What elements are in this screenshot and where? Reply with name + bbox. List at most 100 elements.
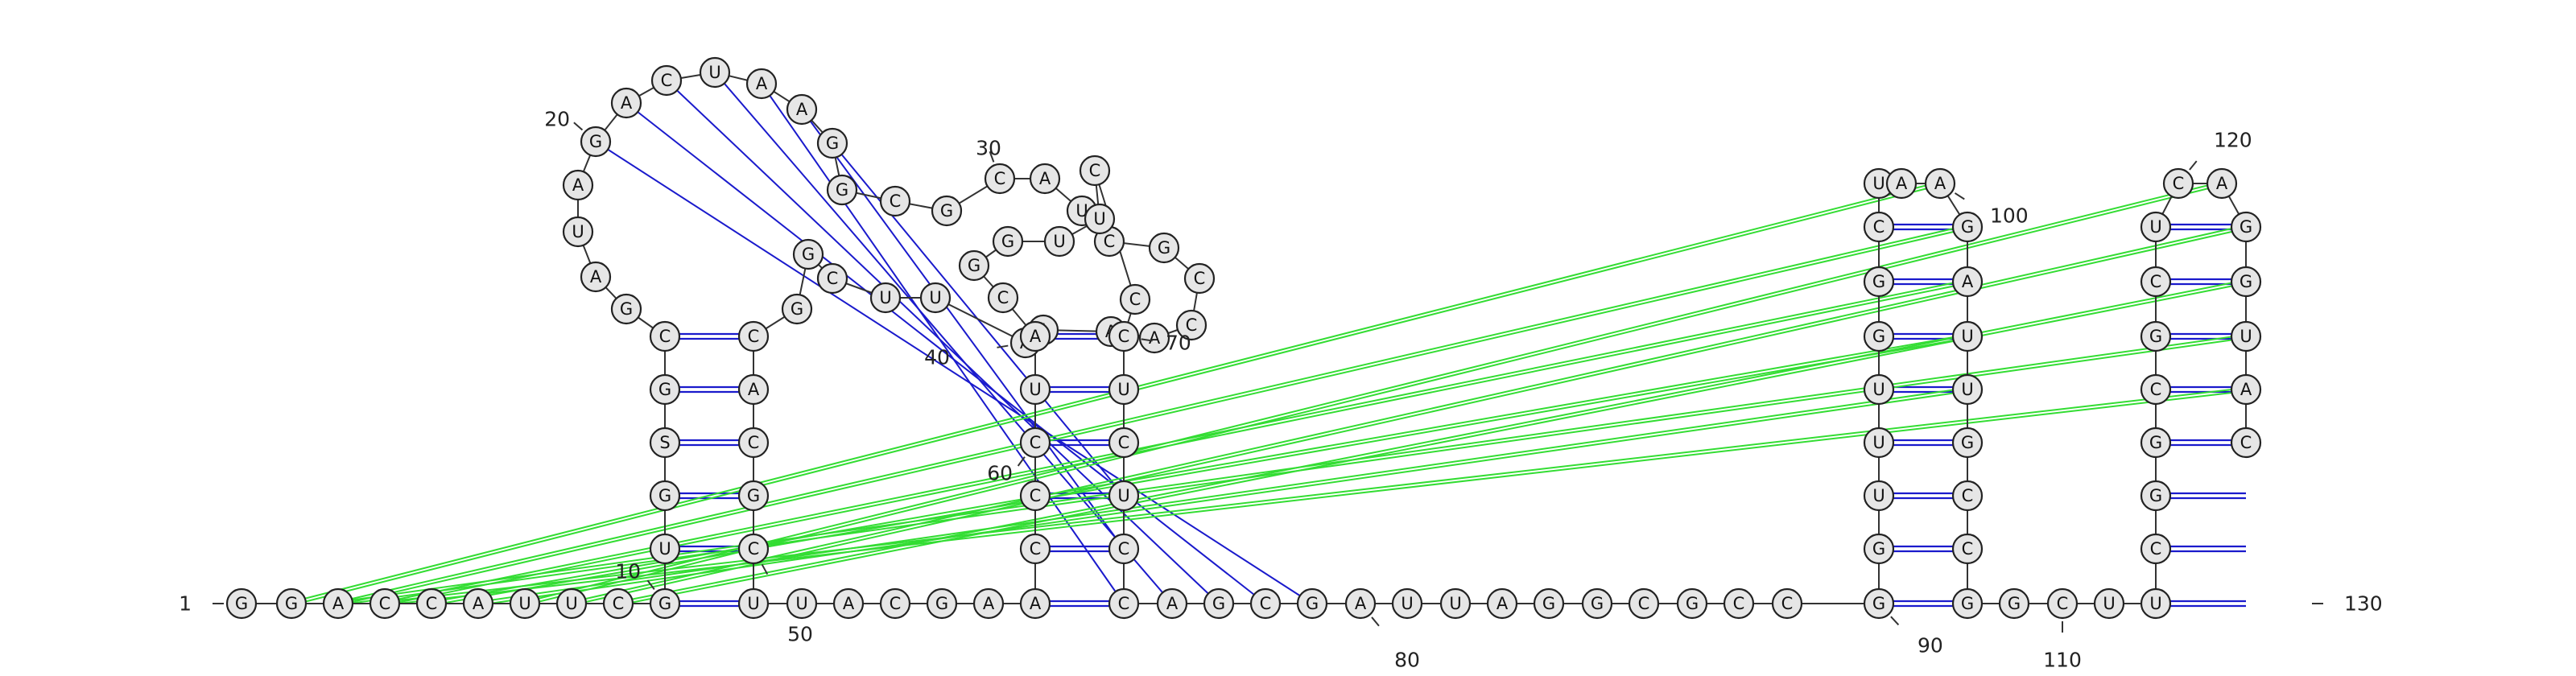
nucleotide-letter: A [590, 267, 602, 286]
nucleotide: C [737, 427, 770, 459]
nucleotide: C [1183, 262, 1216, 295]
nucleotide: U [1951, 320, 1984, 352]
nucleotide-circle [972, 587, 1005, 620]
nucleotide-letter: A [1166, 594, 1179, 613]
nucleotide-circle [1863, 427, 1895, 459]
nucleotide-letter: G [658, 380, 671, 399]
nucleotide-letter: C [379, 594, 391, 613]
nucleotide: A [1156, 587, 1188, 620]
nucleotide-circle [1533, 587, 1565, 620]
nucleotide-circle [2140, 480, 2172, 512]
nucleotide: A [972, 587, 1005, 620]
nucleotide-letter: A [1962, 272, 1974, 291]
nucleotide-letter: A [473, 594, 485, 613]
nucleotide: C [879, 185, 911, 217]
numbering-tick [646, 579, 655, 591]
nucleotide-circle [816, 262, 848, 295]
nucleotide-circle [1951, 320, 1984, 352]
nucleotide-letter: A [621, 93, 633, 113]
nucleotide-letter: C [2150, 380, 2162, 399]
nucleotide-letter: A [2240, 380, 2252, 399]
nucleotide-letter: G [802, 245, 815, 264]
nucleotide: G [1203, 587, 1235, 620]
nucleotide-circle [462, 587, 494, 620]
nucleotide: A [1344, 587, 1377, 620]
nucleotide-letter: U [1093, 209, 1105, 229]
nucleotide: G [992, 225, 1024, 258]
nucleotide-circle [1175, 309, 1208, 341]
nucleotide-circle [2230, 211, 2262, 243]
nucleotide-letter: A [1030, 594, 1042, 613]
nucleotide-circle [2140, 587, 2172, 620]
nucleotide-letter: G [2008, 594, 2021, 613]
pseudoknot-line [384, 390, 2247, 606]
nucleotide: A [2230, 373, 2262, 406]
tertiary-interaction-line [714, 72, 1173, 604]
numbering-text: 80 [1394, 649, 1420, 672]
nucleotide-letter: G [836, 180, 848, 200]
nucleotide-letter: C [1089, 161, 1101, 180]
nucleotide: G [737, 480, 770, 512]
nucleotide: C [987, 282, 1019, 314]
nucleotide-letter: U [708, 63, 720, 82]
nucleotide-circle [1148, 232, 1180, 264]
nucleotide-letter: U [572, 222, 584, 241]
nucleotide: U [1019, 373, 1051, 406]
nucleotide-letter: A [843, 594, 855, 613]
nucleotide: C [1079, 155, 1111, 187]
nucleotide-circle [786, 93, 818, 126]
numbering-label: 10 [615, 560, 655, 591]
nucleotide-letter: A [1030, 327, 1042, 346]
nucleotide-circle [816, 127, 848, 159]
nucleotide-circle [580, 126, 612, 158]
nucleotide: C [1249, 587, 1282, 620]
nucleotide-letter: C [748, 327, 760, 346]
nucleotide-circle [610, 87, 642, 119]
nucleotide-letter: G [1872, 594, 1885, 613]
nucleotide: C [1771, 587, 1803, 620]
nucleotide-letter: G [1001, 232, 1014, 251]
nucleotide-circle [649, 373, 681, 406]
nucleotide: G [1581, 587, 1613, 620]
nucleotide-circle [1723, 587, 1755, 620]
nucleotide-circle [2140, 427, 2172, 459]
nucleotide: G [649, 373, 681, 406]
pseudoknot-line [524, 184, 2223, 606]
nucleotide: A [1924, 167, 1956, 200]
nucleotide-letter: C [659, 327, 671, 346]
nucleotide: U [786, 587, 818, 620]
nucleotide-circle [1043, 225, 1075, 258]
numbering-label: 120 [2189, 129, 2252, 171]
numbering-text: 100 [1990, 204, 2029, 228]
nucleotide: U [1951, 373, 1984, 406]
numbering-tick [997, 344, 1009, 348]
nucleotide: U [699, 56, 731, 89]
nucleotide-circle [1439, 587, 1472, 620]
numbering-label: 20 [544, 108, 584, 131]
nucleotide-letter: A [1896, 174, 1908, 193]
nucleotide-circle [1924, 167, 1956, 200]
nucleotide-circle [1581, 587, 1613, 620]
nucleotide: A [1029, 163, 1061, 195]
numbering-label: 1 [179, 592, 224, 616]
nucleotide-letter: C [748, 433, 760, 452]
nucleotide-letter: G [235, 594, 248, 613]
nucleotide: G [2140, 427, 2172, 459]
nucleotide-circle [1951, 427, 1984, 459]
nucleotide-letter: C [1104, 232, 1116, 251]
numbering-label: 100 [1954, 192, 2029, 228]
nucleotide: C [816, 262, 848, 295]
nucleotide: A [1885, 167, 1918, 200]
nucleotide: U [1863, 480, 1895, 512]
nucleotide-letter: U [565, 594, 577, 613]
nucleotide-circle [2140, 266, 2172, 298]
nucleotide-letter: G [2240, 272, 2252, 291]
nucleotide-circle [1183, 262, 1216, 295]
nucleotide-circle [2140, 533, 2172, 565]
nucleotide-circle [1108, 373, 1140, 406]
nucleotides: GGACCAUUCGUGSGCGAUAGACUAAGGCGCAUCGCCAAAA… [225, 56, 2262, 620]
nucleotide-letter: C [827, 269, 839, 288]
nucleotide: A [737, 373, 770, 406]
